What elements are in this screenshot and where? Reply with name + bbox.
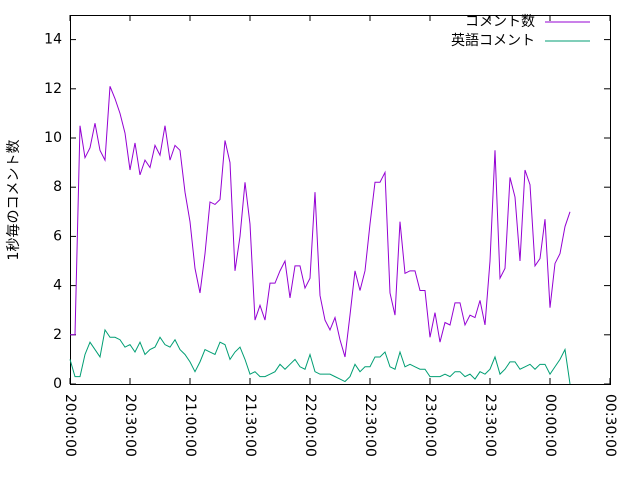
x-tick-label: 23:00:00 [422,394,438,457]
x-tick-label: 00:30:00 [602,394,618,457]
y-tick-label: 2 [53,327,62,343]
y-tick-label: 12 [44,81,62,97]
legend-label: コメント数 [465,14,535,30]
y-tick-label: 8 [53,179,62,195]
x-tick-label: 20:30:00 [122,394,138,457]
legend-label: 英語コメント [451,32,535,49]
x-tick-label: 22:30:00 [362,394,378,457]
x-tick-label: 22:00:00 [302,394,318,457]
x-tick-label: 23:30:00 [482,394,498,457]
x-tick-label: 00:00:00 [542,394,558,457]
x-tick-label: 21:00:00 [182,394,198,457]
plot-frame [70,15,611,385]
y-tick-label: 4 [53,278,62,294]
y-tick-label: 10 [44,130,62,146]
y-axis-label: 1秒毎のコメント数 [6,140,22,261]
series-line [70,86,571,358]
y-tick-label: 6 [53,228,62,244]
y-tick-label: 0 [53,376,62,392]
x-tick-label: 20:00:00 [62,394,78,457]
x-tick-label: 21:30:00 [242,394,258,457]
y-tick-label: 14 [44,32,62,48]
series-line [69,328,571,385]
